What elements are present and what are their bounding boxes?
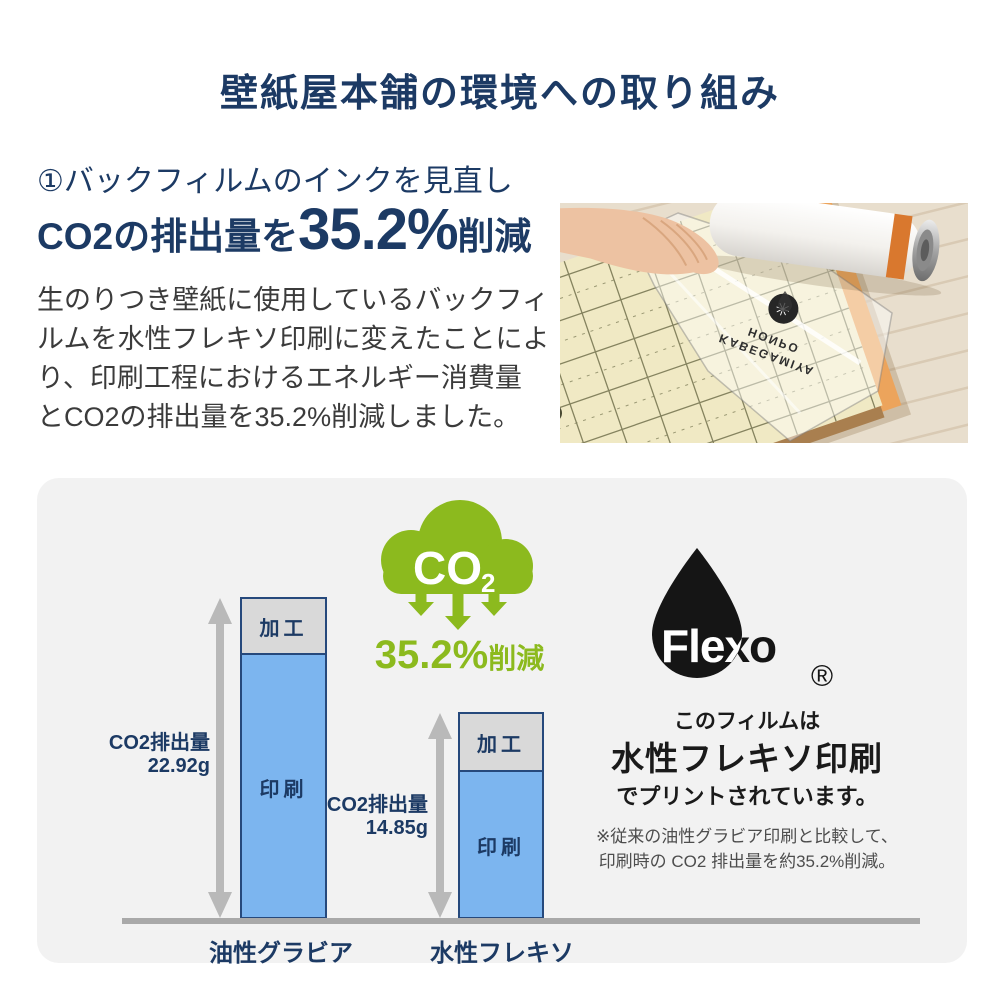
body-text-line: り、印刷工程におけるエネルギー消費量 bbox=[37, 363, 522, 393]
bar-segment-label: 加工 bbox=[259, 617, 308, 640]
flexo-brand-text-knockout: Flexo bbox=[661, 620, 776, 672]
flexo-logo: Flexo Flexo ® bbox=[652, 548, 833, 693]
down-arrow-icon bbox=[481, 584, 507, 616]
hand bbox=[560, 207, 719, 275]
axis-line bbox=[122, 918, 920, 924]
total-label-value: 22.92g bbox=[147, 755, 210, 777]
flexo-caption-2: 水性フレキソ印刷 bbox=[611, 740, 883, 777]
product-photo: KABEGAMIYA HONPO ✳ bbox=[560, 203, 968, 443]
body-text-line: とCO2の排出量を35.2%削減しました。 bbox=[37, 402, 521, 432]
co2-cloud-icon: CO 2 bbox=[381, 500, 533, 630]
total-label-title: CO2排出量 bbox=[108, 732, 210, 754]
stacked-bar-flexo: 加工 印刷 bbox=[458, 712, 544, 919]
wallpaper-roll bbox=[693, 203, 942, 296]
flexo-caption-1: このフィルムは bbox=[673, 710, 821, 733]
bar-segment-label: 印刷 bbox=[259, 778, 308, 801]
down-arrow-icon bbox=[445, 584, 471, 630]
sheet-cardboard-edge bbox=[560, 404, 885, 443]
reduction-suffix: 削減 bbox=[488, 643, 545, 674]
total-label-value: 14.85g bbox=[365, 817, 428, 839]
bar-segment-printing: 印刷 bbox=[242, 657, 325, 917]
body-text: 生のりつき壁紙に使用しているバックフィ ルムを水性フレキソ印刷に変えたことによ … bbox=[37, 281, 549, 437]
co2-reduction-headline: CO2の排出量を35.2%削減 bbox=[37, 200, 532, 275]
reduction-value: 35.2% bbox=[374, 633, 489, 677]
product-photo-illustration: KABEGAMIYA HONPO ✳ bbox=[560, 203, 968, 443]
body-text-line: ルムを水性フレキソ印刷に変えたことによ bbox=[37, 324, 550, 354]
bar-segment-printing: 印刷 bbox=[460, 774, 542, 917]
body-text-line: 生のりつき壁紙に使用しているバックフィ bbox=[37, 285, 549, 315]
film-droplet-mark bbox=[778, 291, 792, 312]
bar-total-label-gravure: CO2排出量 22.92g bbox=[87, 732, 210, 778]
bar-segment-label: 印刷 bbox=[477, 837, 525, 859]
category-label-flexo: 水性フレキソ bbox=[430, 940, 574, 967]
category-label-gravure: 油性グラビア bbox=[209, 940, 353, 967]
roll-body bbox=[709, 203, 921, 278]
down-arrow-icon bbox=[408, 584, 434, 616]
flexo-note-1: ※従来の油性グラビア印刷と比較して、 bbox=[596, 827, 898, 846]
co2-cloud-label-subscript: 2 bbox=[481, 568, 495, 598]
measure-arrow-right bbox=[428, 713, 452, 918]
flexo-note-2: 印刷時の CO2 排出量を約35.2%削減。 bbox=[598, 852, 896, 871]
roll-orange-band bbox=[885, 213, 913, 280]
flexo-caption-3: でプリントされています。 bbox=[616, 784, 878, 809]
flexo-brand-text: Flexo bbox=[661, 620, 776, 672]
headline-prefix: CO2の排出量を bbox=[37, 216, 299, 257]
registered-mark: ® bbox=[811, 660, 833, 693]
flexo-block: Flexo Flexo ® このフィルムは 水性フレキソ印刷 でプリントされてい… bbox=[587, 548, 907, 874]
bar-segment-processing: 加工 bbox=[242, 599, 325, 655]
bar-total-label-flexo: CO2排出量 14.85g bbox=[305, 794, 428, 840]
bar-segment-label: 加工 bbox=[477, 733, 525, 756]
stacked-bar-gravure: 加工 印刷 bbox=[240, 597, 327, 919]
headline-percentage: 35.2% bbox=[298, 197, 458, 262]
total-label-title: CO2排出量 bbox=[326, 794, 428, 816]
co2-cloud-label: CO bbox=[413, 542, 482, 594]
eco-panel: 加工 印刷 CO2排出量 22.92g CO 2 35.2%削減 bbox=[37, 478, 967, 967]
flexo-droplet-icon bbox=[652, 548, 742, 678]
page-title: 壁紙屋本舗の環境への取り組み bbox=[219, 73, 780, 115]
bar-segment-processing: 加工 bbox=[460, 714, 542, 772]
reduction-label: 35.2%削減 bbox=[332, 634, 587, 685]
section-heading: ①バックフィルムのインクを見直し bbox=[37, 165, 513, 198]
measure-arrow-left bbox=[208, 598, 232, 918]
headline-suffix: 削減 bbox=[457, 216, 532, 257]
backing-sheet bbox=[560, 203, 912, 443]
